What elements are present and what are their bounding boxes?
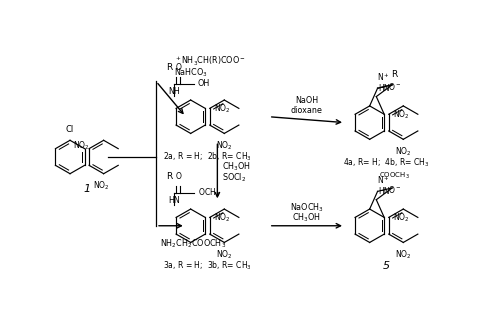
Text: NaOH: NaOH [296, 96, 318, 105]
Text: COOCH$_3$: COOCH$_3$ [378, 171, 410, 181]
Text: O$^-$: O$^-$ [388, 184, 402, 195]
Text: CH$_3$OH: CH$_3$OH [292, 211, 322, 224]
Text: OH: OH [198, 79, 210, 88]
Text: NO$_2$: NO$_2$ [392, 108, 409, 121]
Text: 4a, R= H;  4b, R= CH$_3$: 4a, R= H; 4b, R= CH$_3$ [343, 157, 430, 169]
Text: NO$_2$: NO$_2$ [94, 180, 110, 192]
Text: NH$_2$CH$_2$COOCH$_3$: NH$_2$CH$_2$COOCH$_3$ [160, 238, 226, 250]
Text: O: O [175, 63, 181, 72]
Text: NO$_2$: NO$_2$ [216, 139, 232, 152]
Text: R: R [391, 70, 397, 79]
Text: 2a, R = H;  2b, R= CH$_3$: 2a, R = H; 2b, R= CH$_3$ [163, 151, 252, 163]
Text: NO$_2$: NO$_2$ [395, 145, 411, 158]
Text: NaHCO$_3$: NaHCO$_3$ [174, 67, 208, 79]
Text: O: O [175, 172, 181, 181]
Text: R: R [166, 63, 172, 72]
Text: NH: NH [168, 87, 180, 95]
Text: NO$_2$: NO$_2$ [392, 211, 409, 224]
Text: CH$_3$OH: CH$_3$OH [222, 160, 252, 173]
Text: 1: 1 [84, 184, 90, 194]
Text: Cl: Cl [66, 125, 74, 134]
Text: NO$_2$: NO$_2$ [216, 248, 232, 261]
Text: O$^-$: O$^-$ [388, 81, 402, 92]
Text: dioxane: dioxane [291, 106, 323, 115]
Text: 5: 5 [383, 261, 390, 271]
Text: R: R [166, 172, 172, 181]
Text: N$^+$: N$^+$ [376, 175, 390, 187]
Text: SOCl$_2$: SOCl$_2$ [222, 172, 246, 184]
Text: HN: HN [168, 196, 180, 205]
Text: NO$_2$: NO$_2$ [214, 102, 230, 115]
Text: NO$_2$: NO$_2$ [74, 139, 90, 152]
Text: 3a, R = H;  3b, R= CH$_3$: 3a, R = H; 3b, R= CH$_3$ [163, 260, 252, 272]
Text: HN: HN [378, 187, 390, 196]
Text: OCH$_3$: OCH$_3$ [198, 187, 220, 199]
Text: N$^+$: N$^+$ [376, 72, 390, 83]
Text: NO$_2$: NO$_2$ [395, 248, 411, 261]
Text: $^+$NH$_3$CH(R)COO$^-$: $^+$NH$_3$CH(R)COO$^-$ [174, 54, 246, 68]
Text: NaOCH$_3$: NaOCH$_3$ [290, 202, 324, 214]
Text: NO$_2$: NO$_2$ [214, 211, 230, 224]
Text: HN: HN [378, 84, 390, 93]
